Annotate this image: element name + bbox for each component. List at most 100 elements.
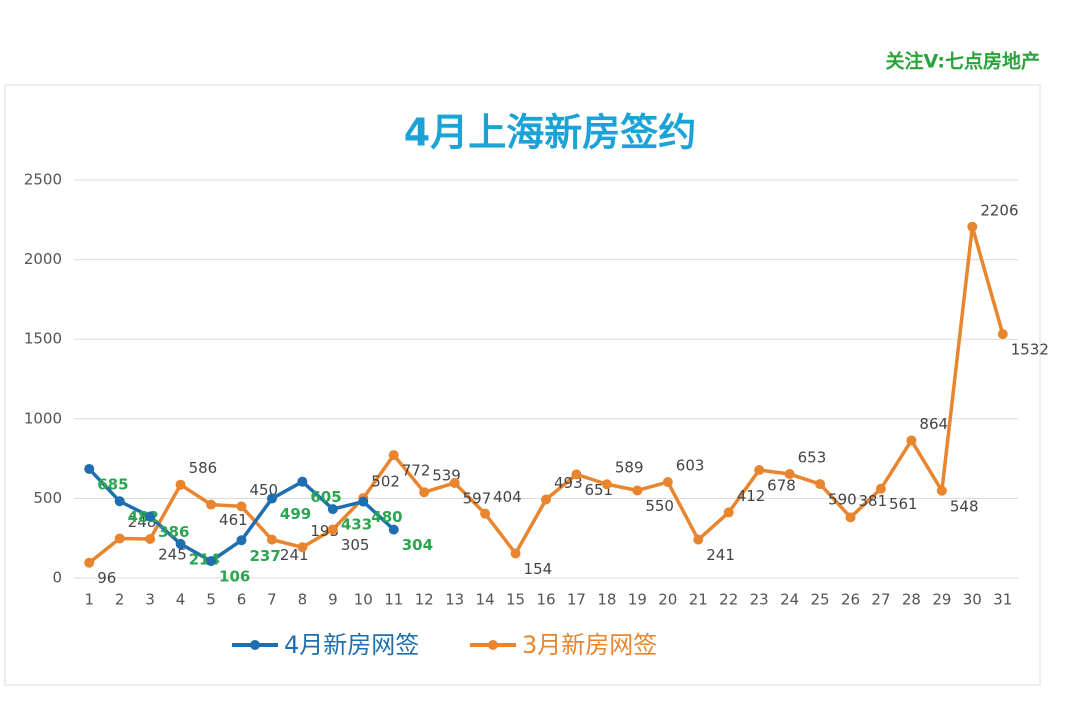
x-tick-label: 15	[506, 591, 525, 609]
data-point	[480, 508, 491, 519]
y-tick-label: 1500	[24, 330, 62, 348]
x-tick-label: 30	[963, 591, 982, 609]
watermark: 关注V:七点房地产	[886, 50, 1040, 73]
data-label: 154	[524, 560, 553, 578]
data-point	[84, 463, 95, 474]
data-label: 305	[341, 536, 370, 554]
legend-marker	[488, 640, 498, 650]
x-tick-label: 28	[902, 591, 921, 609]
x-tick-label: 16	[536, 591, 555, 609]
data-label: 772	[402, 462, 431, 480]
data-point	[388, 450, 399, 461]
x-tick-label: 6	[237, 591, 247, 609]
chart-frame	[4, 84, 1041, 686]
x-tick-label: 4	[176, 591, 186, 609]
data-point	[236, 535, 247, 546]
y-tick-label: 2500	[24, 171, 62, 189]
data-point	[875, 483, 886, 494]
data-label: 550	[645, 497, 674, 515]
y-tick-label: 1000	[24, 409, 62, 427]
data-point	[145, 511, 156, 522]
x-tick-label: 25	[811, 591, 830, 609]
data-label: 404	[493, 488, 522, 506]
data-label: 386	[158, 523, 189, 541]
x-tick-label: 3	[145, 591, 155, 609]
data-point	[297, 476, 308, 487]
x-tick-label: 9	[328, 591, 338, 609]
data-label: 590	[828, 491, 857, 509]
data-label: 245	[158, 545, 187, 563]
data-label: 412	[737, 487, 766, 505]
data-point	[571, 469, 582, 480]
y-tick-label: 2000	[24, 250, 62, 268]
data-point	[541, 494, 551, 505]
data-label: 589	[615, 459, 644, 477]
data-point	[784, 469, 795, 480]
data-point	[175, 479, 186, 490]
data-point	[84, 557, 95, 568]
data-label: 597	[463, 489, 492, 507]
x-tick-label: 31	[993, 591, 1012, 609]
data-label: 605	[310, 488, 341, 506]
data-label: 2206	[980, 201, 1018, 219]
data-point	[906, 435, 917, 446]
data-label: 433	[341, 516, 372, 534]
data-point	[358, 496, 369, 507]
data-point	[206, 499, 217, 510]
data-point	[175, 538, 186, 549]
x-tick-label: 26	[841, 591, 860, 609]
x-tick-label: 21	[689, 591, 708, 609]
data-label: 586	[189, 459, 218, 477]
x-tick-label: 22	[719, 591, 738, 609]
legend-label: 4月新房网签	[284, 631, 419, 659]
chart-title: 4月上海新房签约	[404, 111, 696, 155]
data-label: 461	[219, 511, 248, 529]
data-point	[419, 487, 430, 498]
data-point	[754, 465, 765, 476]
y-tick-label: 0	[52, 569, 62, 587]
data-label: 502	[371, 473, 400, 491]
data-label: 685	[97, 475, 128, 493]
data-point	[297, 542, 308, 553]
x-tick-label: 8	[298, 591, 308, 609]
data-point	[114, 533, 125, 544]
x-tick-label: 18	[597, 591, 616, 609]
data-point	[662, 477, 673, 488]
data-label: 106	[219, 568, 250, 586]
data-label: 653	[798, 449, 827, 467]
data-point	[967, 221, 978, 232]
data-point	[145, 533, 156, 544]
data-label: 678	[767, 477, 796, 495]
data-point	[206, 556, 217, 567]
data-point	[266, 534, 277, 545]
data-point	[936, 485, 947, 496]
x-tick-label: 10	[354, 591, 373, 609]
x-tick-label: 13	[445, 591, 464, 609]
data-point	[327, 504, 338, 515]
data-point	[114, 496, 125, 507]
x-tick-label: 12	[415, 591, 434, 609]
x-tick-label: 29	[932, 591, 951, 609]
y-tick-label: 500	[33, 489, 62, 507]
x-tick-label: 27	[871, 591, 890, 609]
x-tick-label: 7	[267, 591, 277, 609]
x-tick-label: 24	[780, 591, 799, 609]
data-label: 96	[97, 569, 116, 587]
x-tick-label: 11	[384, 591, 403, 609]
data-label: 864	[919, 415, 948, 433]
x-tick-label: 14	[476, 591, 495, 609]
data-label: 381	[859, 492, 888, 510]
data-point	[327, 524, 338, 535]
data-label: 237	[249, 547, 280, 565]
data-label: 241	[706, 546, 735, 564]
data-label: 499	[280, 505, 311, 523]
x-tick-label: 17	[567, 591, 586, 609]
data-point	[510, 548, 521, 559]
x-tick-label: 20	[658, 591, 677, 609]
data-label: 603	[676, 457, 705, 475]
data-point	[388, 524, 399, 535]
data-label: 561	[889, 495, 918, 513]
data-label: 548	[950, 497, 979, 515]
data-point	[601, 479, 612, 490]
